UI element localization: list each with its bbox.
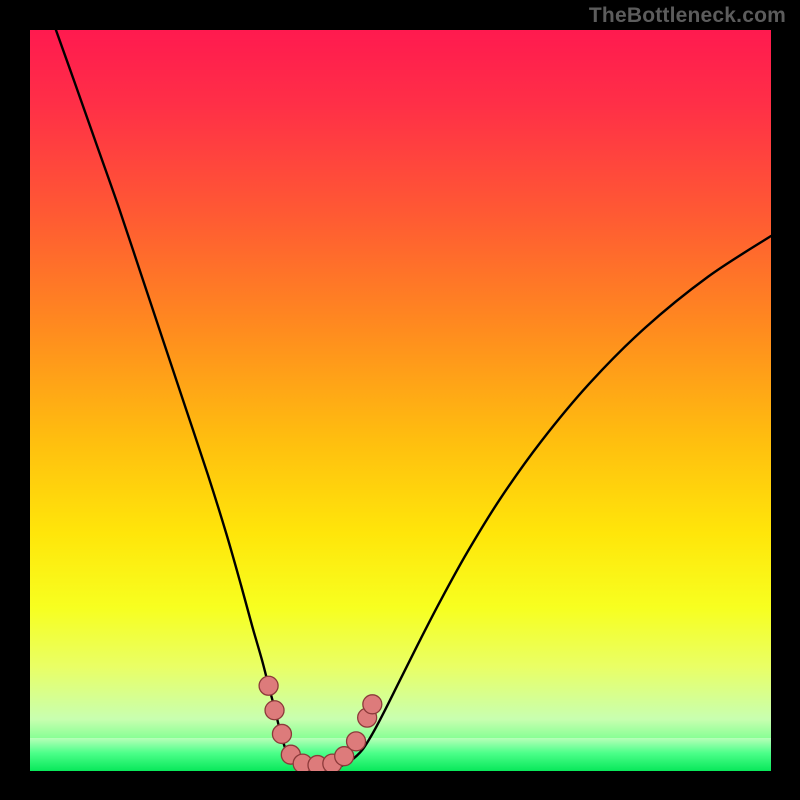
marker-point bbox=[347, 732, 366, 751]
marker-point bbox=[265, 701, 284, 720]
right-curve bbox=[308, 236, 771, 768]
marker-point bbox=[272, 724, 291, 743]
chart-canvas: TheBottleneck.com bbox=[0, 0, 800, 800]
left-curve bbox=[56, 30, 308, 768]
watermark-text: TheBottleneck.com bbox=[589, 4, 786, 28]
marker-point bbox=[363, 695, 382, 714]
curve-layer bbox=[30, 30, 771, 771]
plot-area bbox=[30, 30, 771, 771]
marker-point bbox=[259, 676, 278, 695]
